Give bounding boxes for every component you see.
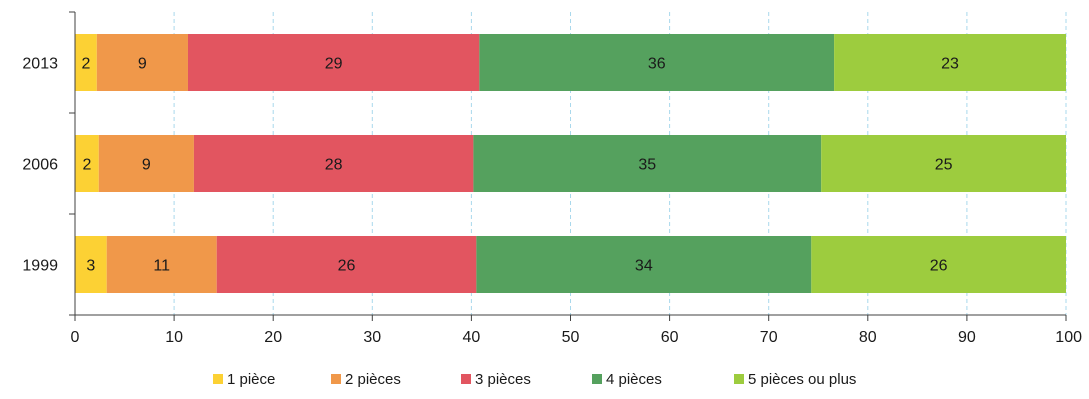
- legend-label: 1 pièce: [227, 371, 275, 388]
- x-tick-label: 70: [760, 329, 778, 346]
- bar-segment: [811, 236, 1066, 293]
- category-label: 2013: [22, 56, 58, 73]
- x-tick-label: 20: [264, 329, 282, 346]
- bar-segment: [479, 34, 835, 91]
- data-label: 36: [648, 56, 666, 73]
- data-label: 25: [935, 157, 953, 174]
- bar-segment: [75, 34, 97, 91]
- legend-label: 5 pièces ou plus: [748, 371, 856, 388]
- data-label: 2: [81, 56, 90, 73]
- data-label: 3: [86, 258, 95, 275]
- x-tick-label: 40: [463, 329, 481, 346]
- data-label: 34: [635, 258, 653, 275]
- legend-swatch: [592, 374, 602, 384]
- axes: 2013 2006 1999 0 10 20 30 40 50 60 70 80 90 100: [22, 11, 1082, 346]
- legend-swatch: [734, 374, 744, 384]
- x-tick-label: 80: [859, 329, 877, 346]
- legend-swatch: [331, 374, 341, 384]
- legend-swatch: [461, 374, 471, 384]
- x-tick-label: 100: [1055, 329, 1082, 346]
- legend-swatch: [213, 374, 223, 384]
- data-label: 35: [638, 157, 656, 174]
- category-label: 1999: [22, 258, 58, 275]
- bar-segment: [75, 135, 99, 192]
- legend-label: 2 pièces: [345, 371, 401, 388]
- x-tick-label: 10: [165, 329, 183, 346]
- bar-segment: [96, 34, 188, 91]
- legend: 1 pièce 2 pièces 3 pièces 4 pièces 5 pièces …: [213, 371, 856, 388]
- x-tick-label: 60: [661, 329, 679, 346]
- data-label: 28: [325, 157, 343, 174]
- data-label: 29: [325, 56, 343, 73]
- bar-segment: [834, 34, 1066, 91]
- data-label: 9: [142, 157, 151, 174]
- data-label: 26: [930, 258, 948, 275]
- x-tick-label: 0: [71, 329, 80, 346]
- bar-segment: [193, 135, 474, 192]
- bar-segment: [106, 236, 217, 293]
- bar-segment: [98, 135, 194, 192]
- bars: 2 9 29 36 232 9 28 35 253 11 26 34 26: [75, 34, 1066, 293]
- x-tick-label: 50: [562, 329, 580, 346]
- data-label: 9: [138, 56, 147, 73]
- bar-segment: [476, 236, 812, 293]
- bar-segment: [187, 34, 480, 91]
- x-tick-label: 90: [958, 329, 976, 346]
- legend-label: 3 pièces: [475, 371, 531, 388]
- bar-segment: [216, 236, 477, 293]
- data-label: 26: [338, 258, 356, 275]
- data-label: 11: [153, 258, 170, 275]
- x-tick-label: 30: [363, 329, 381, 346]
- data-label: 2: [82, 157, 91, 174]
- data-label: 23: [941, 56, 959, 73]
- category-label: 2006: [22, 157, 58, 174]
- bar-segment: [75, 236, 107, 293]
- legend-label: 4 pièces: [606, 371, 662, 388]
- bar-segment: [473, 135, 822, 192]
- bar-segment: [821, 135, 1066, 192]
